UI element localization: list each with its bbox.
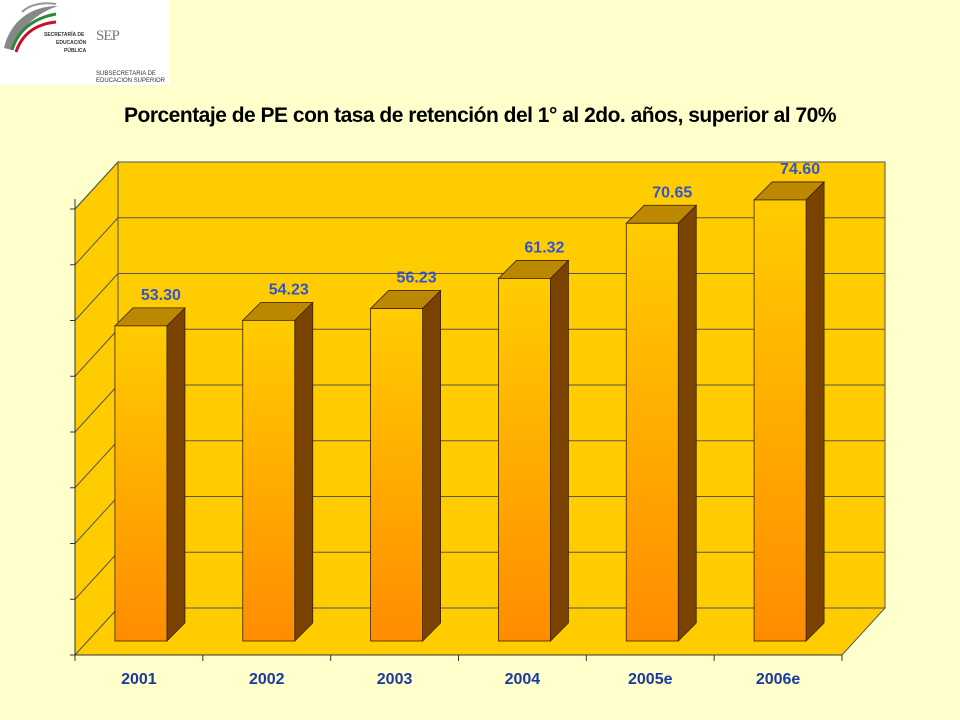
bar bbox=[369, 289, 442, 642]
logo-mark: SEP bbox=[96, 28, 120, 44]
bar bbox=[753, 180, 826, 642]
chart-category-labels: 2001 2002 2003 2004 2005e 2006e bbox=[121, 671, 800, 688]
value-label: 56.23 bbox=[397, 270, 437, 287]
gridline-side bbox=[74, 161, 119, 210]
gridline-side bbox=[74, 273, 119, 321]
value-label: 61.32 bbox=[524, 239, 564, 256]
value-label: 74.60 bbox=[780, 161, 820, 178]
eagle-emblem-icon bbox=[4, 2, 58, 53]
value-label: 53.30 bbox=[141, 287, 181, 304]
bar-front bbox=[498, 278, 551, 642]
category-label: 2002 bbox=[249, 671, 285, 688]
bar-side bbox=[805, 180, 825, 642]
bar-side bbox=[677, 204, 697, 642]
bar bbox=[113, 306, 186, 642]
category-label: 2006e bbox=[756, 671, 801, 688]
bar-side bbox=[422, 289, 441, 642]
chart-value-labels: 53.30 54.23 56.23 61.32 70.65 74.60 bbox=[141, 161, 820, 304]
bar bbox=[497, 259, 570, 642]
bar-front bbox=[625, 222, 679, 642]
bar-front bbox=[114, 325, 168, 642]
bar bbox=[241, 301, 314, 642]
logo-line-3: PÚBLICA bbox=[64, 48, 87, 54]
chart-title: Porcentaje de PE con tasa de retención d… bbox=[124, 104, 837, 127]
bar bbox=[625, 204, 698, 642]
logo-line-2: EDUCACIÓN bbox=[56, 40, 87, 46]
chart-bars bbox=[113, 180, 826, 642]
gridline-side bbox=[74, 440, 119, 489]
bar-side bbox=[294, 301, 314, 642]
chart-axis bbox=[70, 199, 843, 661]
bar-front bbox=[242, 319, 296, 642]
bar-side bbox=[550, 259, 569, 642]
logo-sub-2: EDUCACION SUPERIOR bbox=[96, 78, 166, 84]
gridline-side bbox=[74, 328, 119, 377]
category-label: 2005e bbox=[628, 671, 673, 688]
category-label: 2004 bbox=[505, 671, 541, 688]
bar-front bbox=[753, 199, 807, 642]
category-label: 2003 bbox=[377, 671, 413, 688]
value-label: 70.65 bbox=[652, 184, 692, 201]
gridline-side bbox=[74, 551, 119, 600]
gridline-side bbox=[74, 496, 119, 544]
bar-front bbox=[370, 308, 423, 642]
category-label: 2001 bbox=[121, 671, 157, 688]
logo-line-1: SECRETARÍA DE bbox=[44, 32, 85, 38]
gridline-side bbox=[74, 384, 119, 433]
sep-logo: SECRETARÍA DE EDUCACIÓN PÚBLICA SEP SUBS… bbox=[0, 0, 170, 85]
bar-side bbox=[166, 306, 186, 642]
gridline-side bbox=[74, 217, 119, 266]
logo-sub-1: SUBSECRETARIA DE bbox=[96, 71, 156, 77]
value-label: 54.23 bbox=[269, 281, 309, 298]
